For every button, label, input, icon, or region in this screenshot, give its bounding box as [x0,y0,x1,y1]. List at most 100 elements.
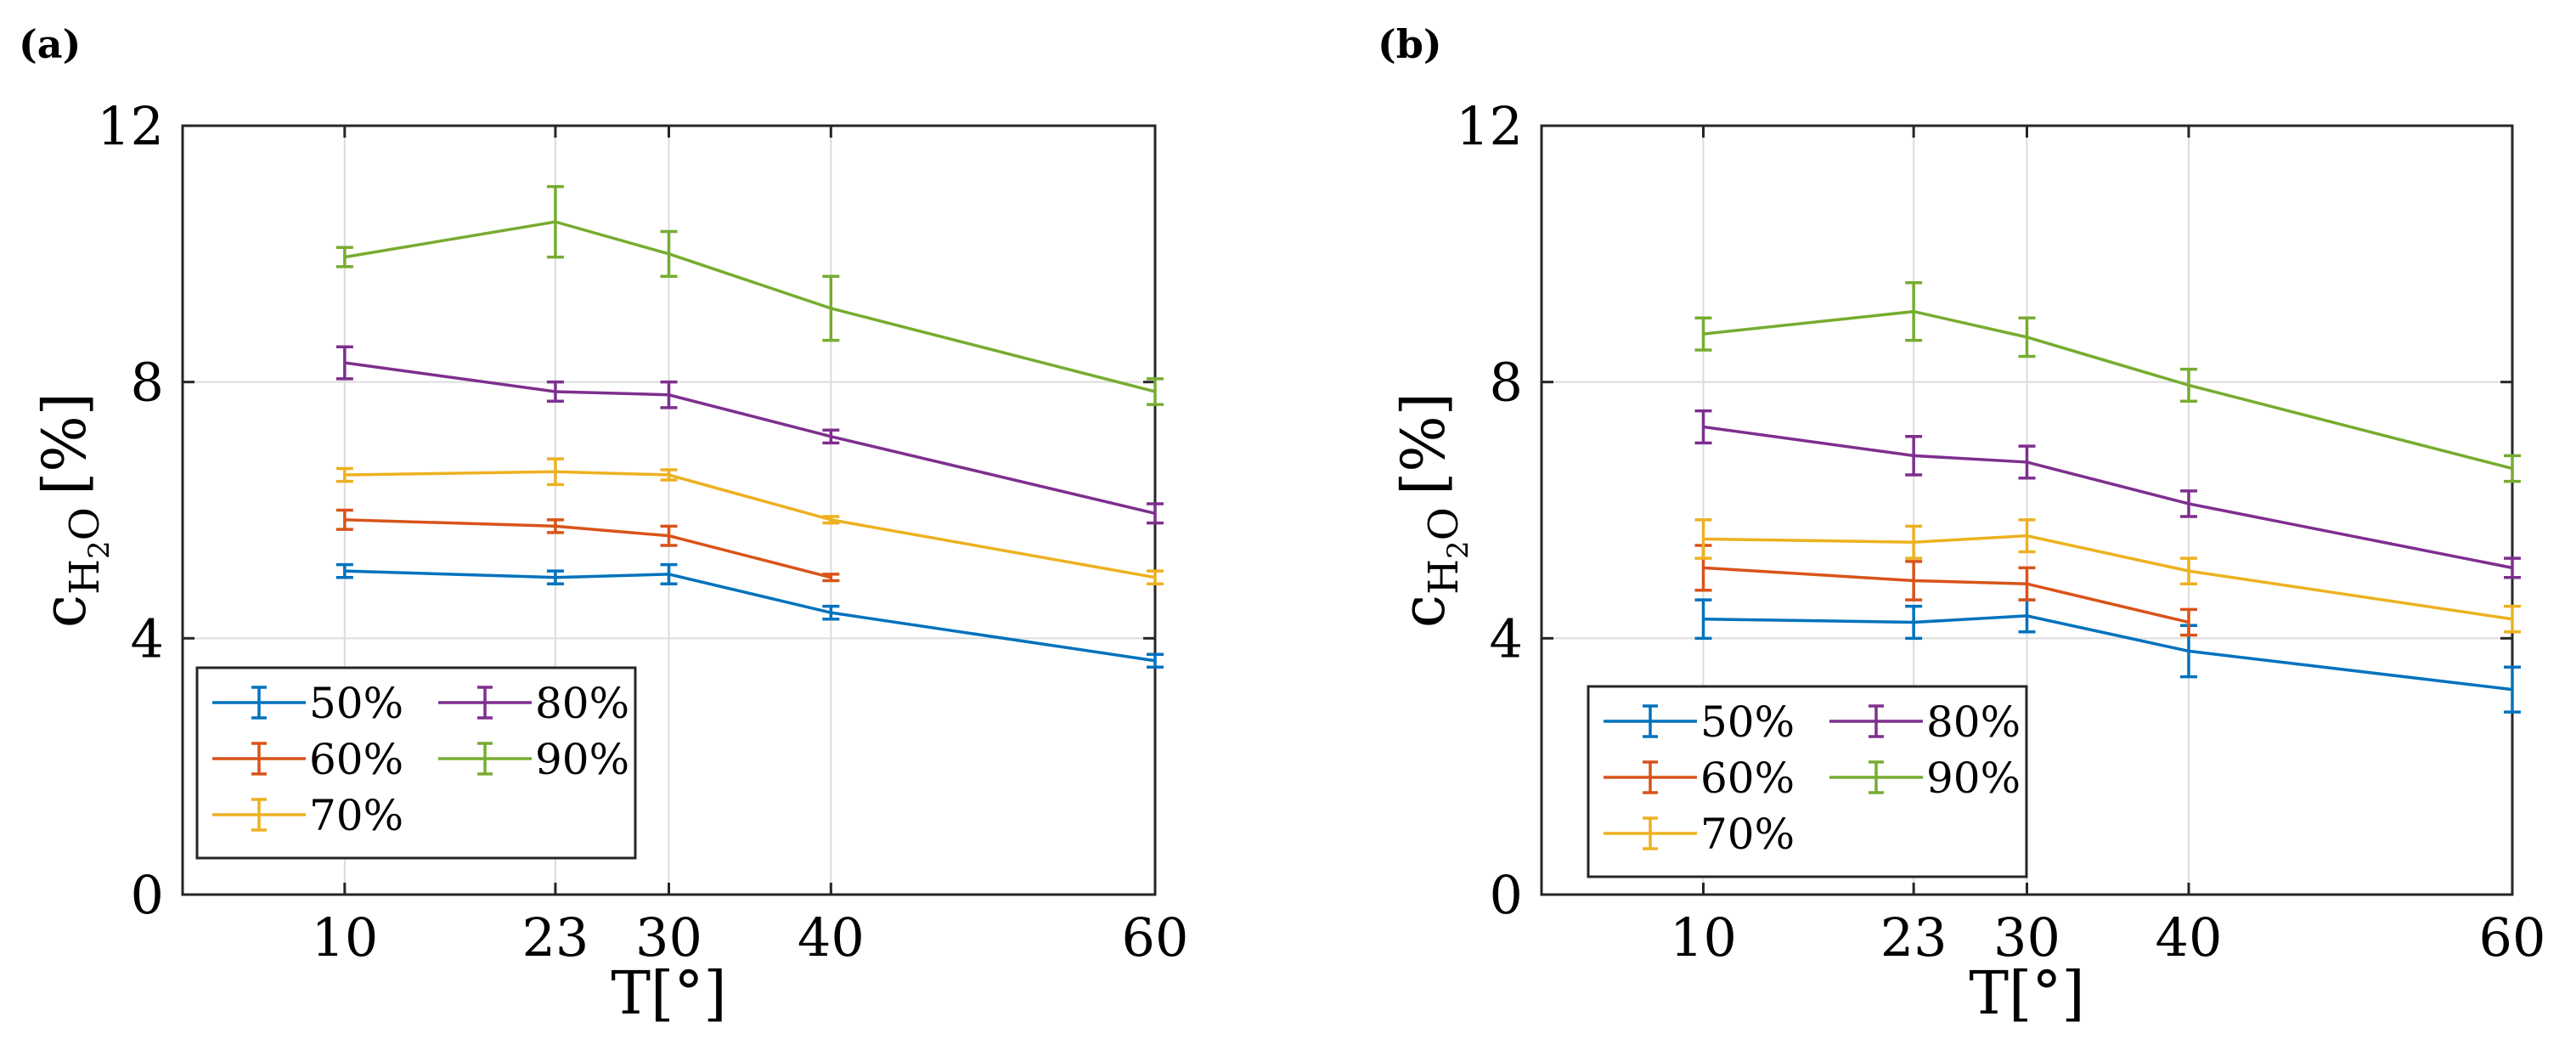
data-point [1154,391,1156,392]
y-tick-label: 0 [131,864,164,926]
series-90pct [335,184,1164,406]
data-point [2188,621,2190,623]
legend-item: 90% [1829,754,2021,803]
series-50pct [335,562,1164,669]
series-80pct [1694,409,2521,579]
y-axis-label-sub-post: O [61,507,109,540]
y-axis-label-sub-num: 2 [82,540,116,559]
y-axis-label: cH2O [%] [1389,392,1475,628]
data-point [2188,650,2190,652]
series-60pct [335,508,840,583]
data-point [2188,503,2190,505]
legend-label: 50% [1700,697,1795,747]
legend-label: 90% [1926,754,2021,803]
y-tick-label: 4 [1490,607,1523,669]
legend-label: 70% [1700,810,1795,859]
series-line [344,361,1156,515]
legend-box [1587,685,2028,878]
data-point [1703,567,1704,568]
series-line [1703,566,2190,624]
y-axis-label-sub: H [61,559,109,595]
y-tick-label: 8 [1490,352,1523,414]
chart-panel-b: (b) 10 23 30 40 60 0 4 8 12 T[°] cH2O [%] 50% 60% 70% 80… [1378,21,2545,1028]
data-point [1703,426,1704,427]
legend-label: 90% [535,735,629,784]
y-tick-label: 0 [1490,864,1523,926]
y-axis-label-symbol: c [30,595,99,628]
data-point [2026,336,2027,338]
data-point [2511,618,2513,620]
data-point [2511,567,2513,568]
data-point [344,570,346,572]
x-tick-label: 40 [2156,906,2223,968]
x-tick-label: 40 [798,906,865,968]
legend-item: 70% [1604,810,1795,859]
y-axis-label-sub-num: 2 [1441,540,1475,559]
series-60pct [1694,544,2197,637]
x-tick-label: 30 [1993,906,2060,968]
series-line [1703,425,2513,570]
data-point [2026,615,2027,617]
y-axis-label-unit: [%] [30,392,99,495]
y-tick-label: 12 [1456,95,1523,157]
x-axis-label: T[°] [1969,958,2084,1028]
legend-item: 80% [438,679,629,728]
legend: 50% 60% 70% 80% 90% [195,666,637,860]
data-point [668,474,669,476]
legend: 50% 60% 70% 80% 90% [1587,685,2028,878]
data-point [344,474,346,476]
series-line [1703,614,2513,692]
y-axis-label-sub: H [1420,559,1468,595]
x-tick-label: 30 [635,906,702,968]
y-axis-label-sub-post: O [1420,507,1468,540]
x-tick-label: 10 [311,906,378,968]
series-line [1703,534,2513,621]
x-tick-label: 23 [521,906,589,968]
panel-label: (a) [19,21,81,67]
x-tick-label: 60 [2479,906,2546,968]
series-line [344,220,1156,393]
legend-item: 60% [212,735,403,784]
data-point [344,362,346,364]
legend-item: 50% [1604,697,1795,747]
series-line [344,518,831,579]
series-90pct [1694,281,2521,483]
series-70pct [1694,518,2521,634]
y-tick-label: 12 [97,95,164,157]
legend-item: 90% [438,735,629,784]
data-point [2188,384,2190,386]
data-point [668,573,669,575]
data-point [668,535,669,537]
legend-label: 80% [1926,697,2021,747]
data-point [344,519,346,521]
data-point [668,253,669,255]
legend-label: 70% [309,791,403,840]
legend-box [195,666,637,860]
legend-label: 60% [1700,754,1795,803]
series-70pct [335,457,1164,585]
data-point [2188,570,2190,572]
data-point [1703,618,1704,620]
data-point [668,394,669,396]
data-point [1154,660,1156,662]
y-tick-label: 8 [131,352,164,414]
series-line [344,569,1156,663]
series-80pct [335,345,1164,525]
y-axis-label-symbol: c [1389,595,1458,628]
data-point [1703,333,1704,335]
x-tick-label: 10 [1670,906,1737,968]
y-tick-label: 4 [131,607,164,669]
data-point [2511,689,2513,691]
data-point [2026,535,2027,537]
x-tick-label: 60 [1122,906,1189,968]
y-axis-label: cH2O [%] [30,392,116,628]
y-axis-label-unit: [%] [1389,392,1458,495]
data-point [2511,467,2513,469]
legend-label: 60% [309,735,403,784]
legend-label: 50% [309,679,403,728]
legend-label: 80% [535,679,629,728]
panel-label: (b) [1378,21,1442,67]
data-point [1154,512,1156,514]
data-point [2026,461,2027,463]
